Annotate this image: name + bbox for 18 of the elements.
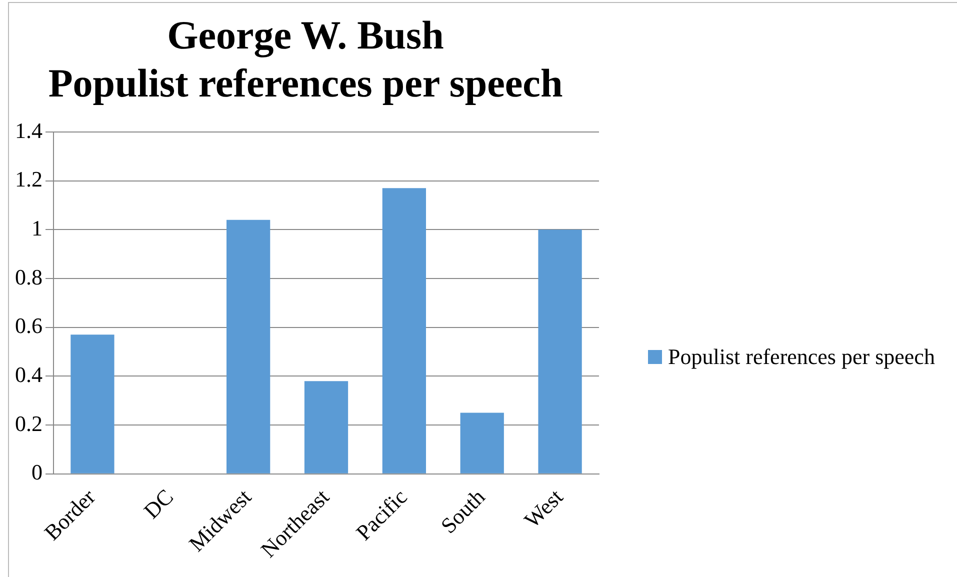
y-tick-label: 0.6 xyxy=(15,313,42,338)
bar xyxy=(382,188,426,474)
y-tick-label: 0 xyxy=(32,460,42,485)
bar xyxy=(226,220,270,474)
x-tick-label: DC xyxy=(138,484,178,524)
bar xyxy=(460,412,504,474)
y-tick-label: 1.4 xyxy=(15,118,42,143)
bar xyxy=(70,334,114,474)
y-tick-label: 1.2 xyxy=(15,166,42,192)
bar xyxy=(538,230,582,474)
y-tick-label: 0.8 xyxy=(15,264,42,290)
y-tick-label: 0.4 xyxy=(15,362,42,387)
x-tick-label: West xyxy=(519,484,568,533)
y-tick-label: 0.2 xyxy=(15,410,42,436)
chart-title: George W. Bush Populist references per speech xyxy=(48,12,563,106)
bar xyxy=(304,381,348,474)
legend-label: Populist references per speech xyxy=(668,343,935,371)
y-tick-label: 1 xyxy=(32,215,42,240)
